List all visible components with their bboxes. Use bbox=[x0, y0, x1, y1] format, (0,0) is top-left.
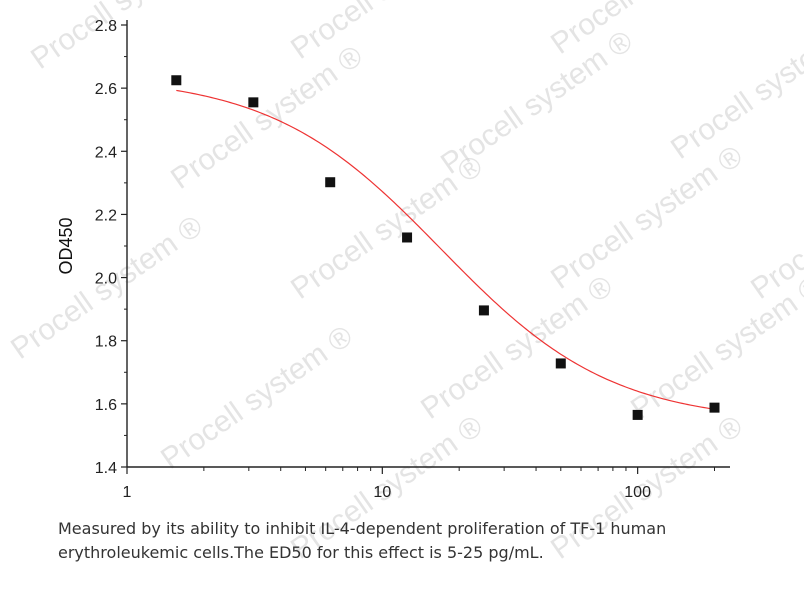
fit-curve-layer bbox=[176, 89, 715, 410]
data-point bbox=[709, 402, 720, 413]
data-point bbox=[171, 75, 182, 86]
fit-curve bbox=[176, 89, 715, 410]
watermark-text: Procell system ® bbox=[415, 269, 619, 425]
y-tick-label: 2.6 bbox=[95, 81, 117, 98]
y-tick-label: 2.2 bbox=[95, 207, 117, 224]
watermark-text: Procell system ® bbox=[665, 9, 804, 165]
figure-caption: Measured by its ability to inhibit IL-4-… bbox=[58, 519, 667, 562]
y-tick-label: 2.4 bbox=[95, 144, 117, 161]
x-tick-label: 100 bbox=[624, 484, 651, 501]
y-axis-title: OD450 bbox=[56, 217, 76, 274]
watermark-text: Procell system ® bbox=[285, 149, 489, 305]
data-point bbox=[325, 177, 336, 188]
y-tick-label: 1.4 bbox=[95, 460, 117, 477]
x-tick-label: 1 bbox=[123, 484, 132, 501]
watermark-text: Procell system ® bbox=[165, 39, 369, 195]
watermark-text: Procell system ® bbox=[745, 149, 804, 305]
watermark-text: Procell system ® bbox=[545, 139, 749, 295]
data-point bbox=[402, 232, 413, 243]
axes: 1.4 1.6 1.8 2.0 2.2 2.4 2.6 2.8 1 10 100 OD450 bbox=[56, 18, 730, 501]
x-tick-label: 10 bbox=[373, 484, 391, 501]
y-tick-label: 1.8 bbox=[95, 334, 117, 351]
y-tick-label: 2.0 bbox=[95, 271, 117, 288]
y-tick-label: 1.6 bbox=[95, 397, 117, 414]
watermark-text: Procell system ® bbox=[545, 0, 749, 61]
data-point bbox=[478, 305, 489, 316]
data-point bbox=[632, 409, 643, 420]
data-point bbox=[555, 358, 566, 369]
watermark-text: Procell system ® bbox=[155, 319, 359, 475]
data-points-layer bbox=[171, 75, 720, 420]
watermark-text: Procell system ® bbox=[285, 0, 489, 66]
watermark-layer: Procell system ® Procell system ® Procell … bbox=[5, 0, 804, 566]
data-point bbox=[248, 97, 259, 108]
y-tick-label: 2.8 bbox=[95, 18, 117, 35]
